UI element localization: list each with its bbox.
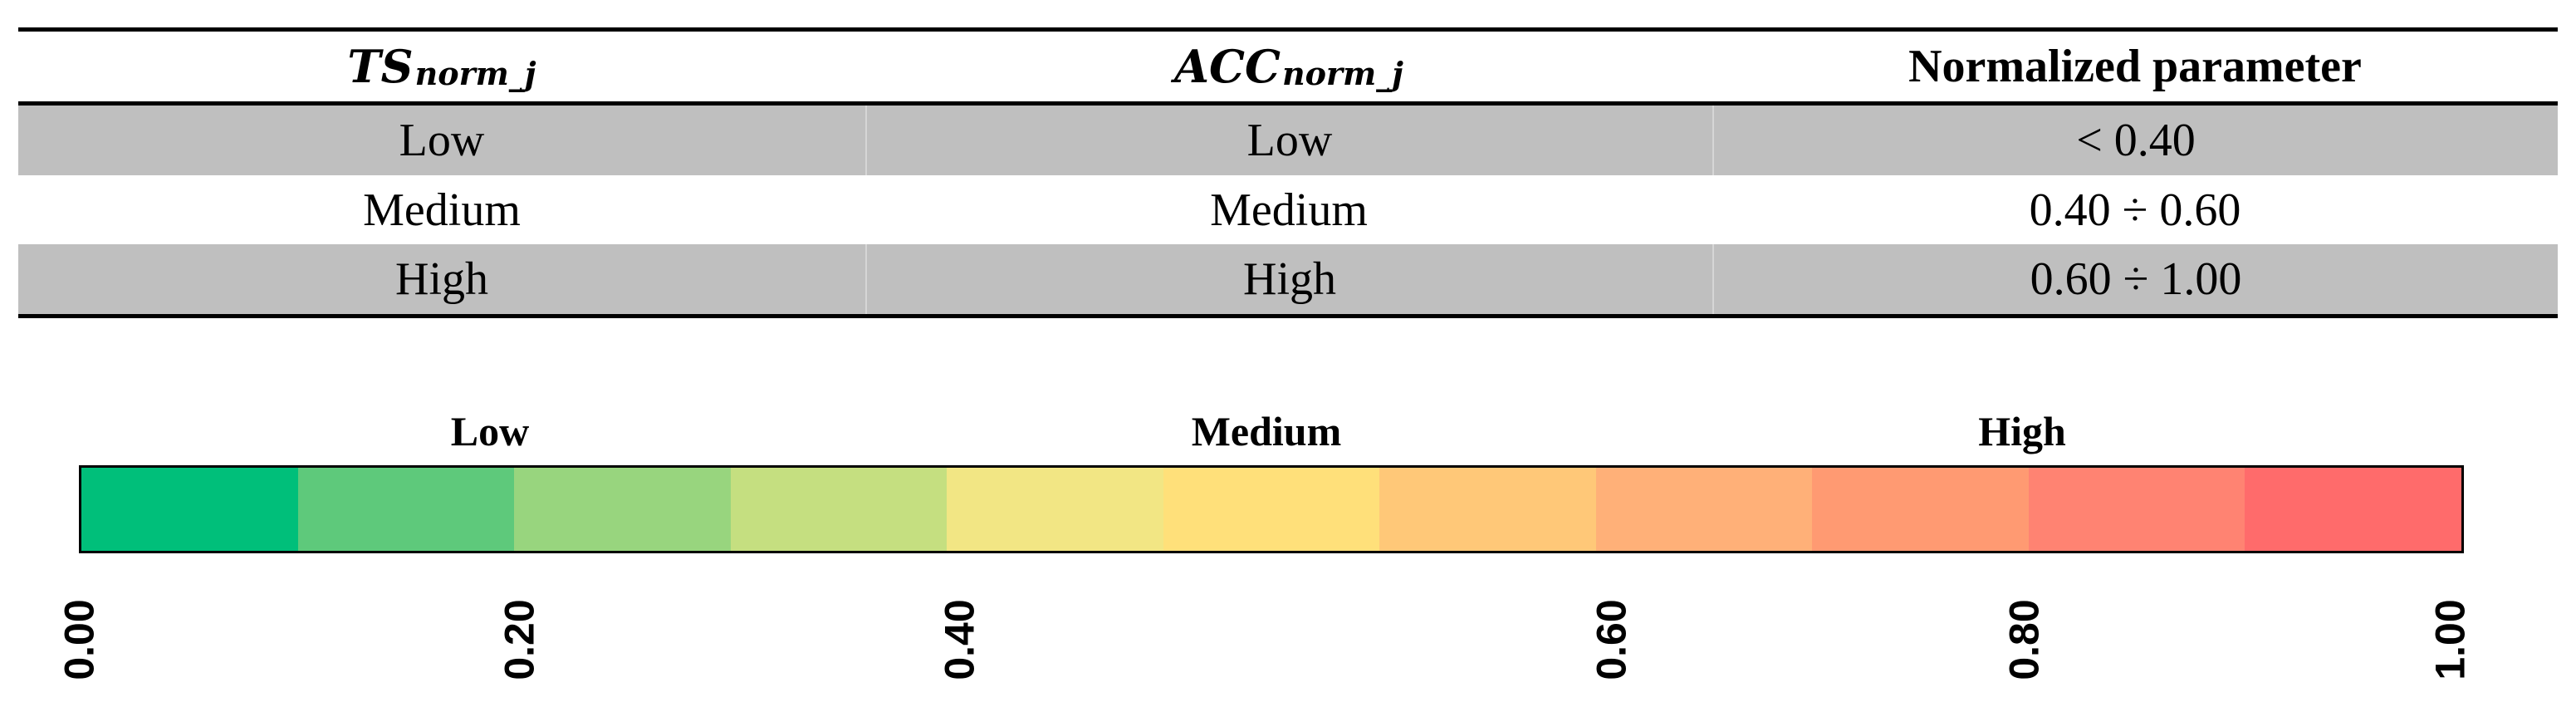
scale-swatch	[1379, 468, 1596, 551]
cell-range: 0.60 ÷ 1.00	[1712, 244, 2558, 314]
cell-ts: High	[395, 253, 488, 305]
cell-acc: High	[865, 244, 1712, 314]
color-scale-bar	[79, 465, 2464, 553]
table-top-rule	[18, 27, 2558, 32]
header-acc-norm: ACC norm_j	[865, 32, 1712, 101]
cell-range: 0.40 ÷ 0.60	[2029, 184, 2241, 236]
scale-swatch	[1163, 468, 1380, 551]
cell-range: < 0.40	[1712, 106, 2558, 175]
table-header-row: TS norm_j ACC norm_j Normalized parameter	[18, 32, 2558, 101]
scale-swatch	[730, 468, 948, 551]
table-row-low: Low Low < 0.40	[18, 106, 2558, 175]
cell-acc: Medium	[1210, 184, 1368, 236]
scale-swatch	[2028, 468, 2245, 551]
scale-swatch	[2245, 468, 2462, 551]
table-row-medium: Medium Medium 0.40 ÷ 0.60	[18, 175, 2558, 245]
table-row-high: High High 0.60 ÷ 1.00	[18, 244, 2558, 314]
scale-tick-label: 0.00	[56, 599, 103, 680]
scale-swatch	[1595, 468, 1813, 551]
header-ts-sub: norm_j	[414, 54, 536, 92]
scale-band-high: High	[1978, 408, 2066, 454]
scale-swatch	[81, 468, 298, 551]
scale-swatch	[1812, 468, 2029, 551]
scale-tick-label: 0.80	[2001, 599, 2048, 680]
scale-swatch	[514, 468, 731, 551]
scale-tick-label: 0.60	[1588, 599, 1635, 680]
scale-swatch	[297, 468, 515, 551]
scale-band-medium: Medium	[1191, 408, 1342, 454]
scale-tick-label: 0.40	[936, 599, 983, 680]
header-ts-norm: TS norm_j	[18, 32, 865, 101]
cell-ts: Medium	[363, 184, 521, 236]
header-acc-base: ACC	[1174, 40, 1281, 93]
table-bottom-rule	[18, 314, 2558, 318]
header-acc-sub: norm_j	[1281, 54, 1403, 92]
scale-tick-label: 0.20	[496, 599, 543, 680]
table-header-rule	[18, 101, 2558, 106]
scale-tick-label: 1.00	[2427, 599, 2474, 680]
cell-acc: Low	[865, 106, 1712, 175]
scale-swatch	[947, 468, 1163, 551]
header-ts-base: TS	[347, 40, 414, 93]
header-normalized-parameter: Normalized parameter	[1908, 41, 2362, 92]
cell-ts: Low	[399, 115, 485, 166]
scale-band-low: Low	[450, 408, 530, 454]
